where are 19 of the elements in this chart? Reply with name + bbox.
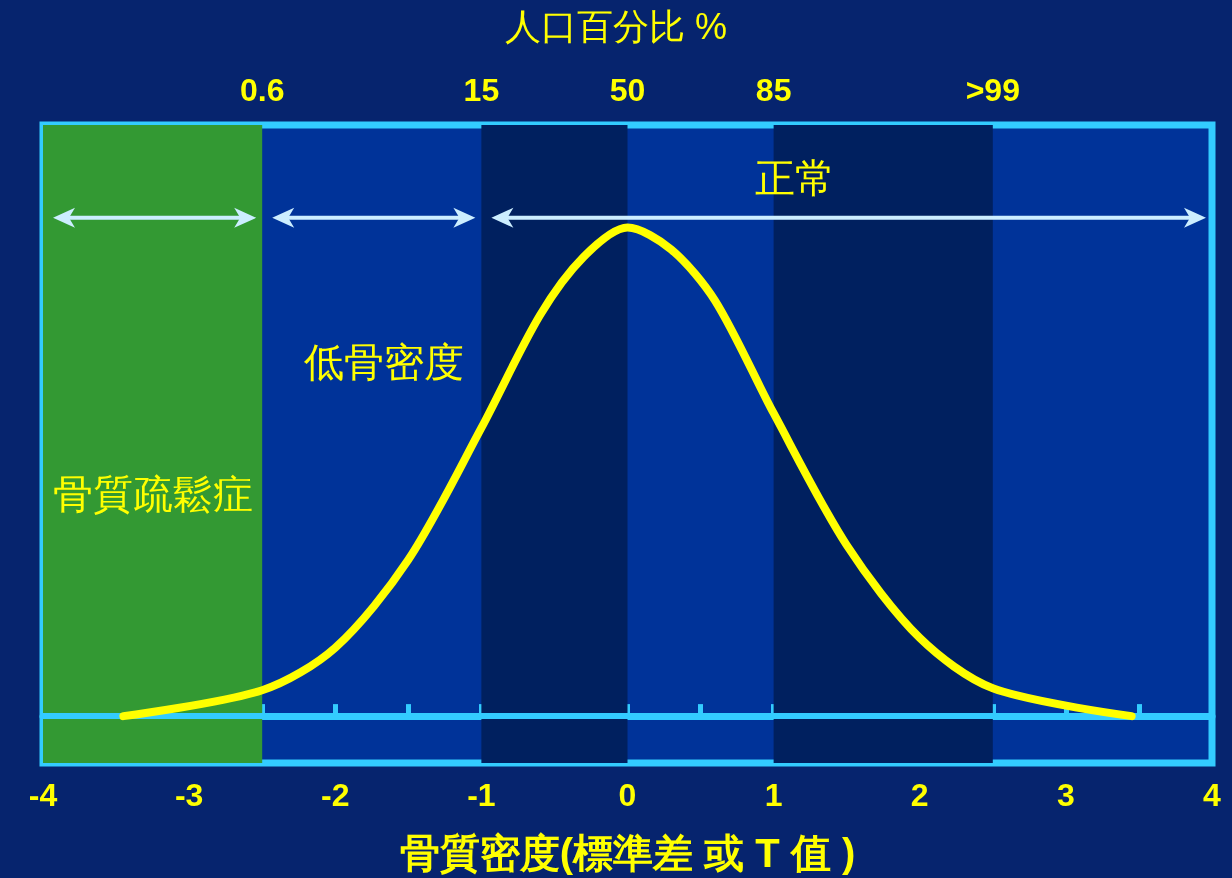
x-axis-title: 骨質密度(標準差 或 T 值 )	[399, 831, 856, 875]
x-tick-label: 2	[910, 777, 929, 813]
x-tick-label: 0	[618, 777, 637, 813]
text: 50	[609, 72, 646, 108]
band-label: 骨質疏鬆症	[52, 472, 253, 516]
text: 正常	[755, 156, 835, 200]
x-tick-label: -2	[321, 777, 350, 813]
text: 人口百分比 %	[504, 5, 728, 47]
text: >99	[965, 72, 1020, 108]
x-tick-label: -4	[28, 777, 58, 813]
text: 0.6	[239, 72, 285, 108]
x-tick-label: 1	[764, 777, 783, 813]
text: 15	[463, 72, 500, 108]
x-tick-label: 4	[1203, 777, 1222, 813]
x-tick-label: -1	[467, 777, 496, 813]
x-tick-label: 3	[1056, 777, 1075, 813]
x-tick-label: -3	[174, 777, 204, 813]
text: 85	[755, 72, 792, 108]
annotation: 低骨密度	[304, 340, 464, 384]
